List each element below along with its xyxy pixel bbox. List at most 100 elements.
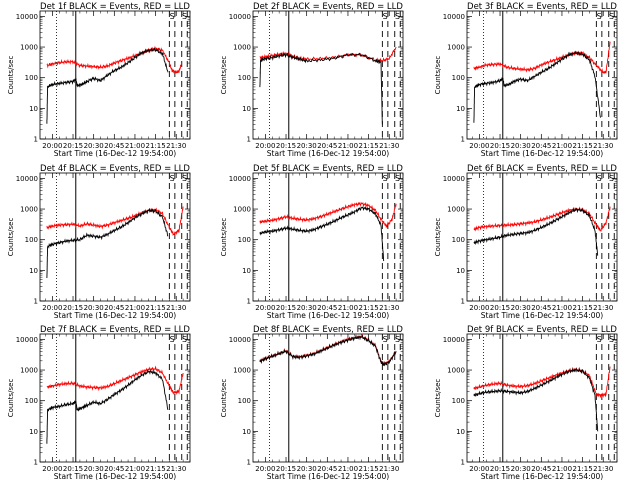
lld-series-line [46,206,184,237]
x-tick-label: 20:15 [276,304,296,312]
y-tick-label: 1 [461,136,465,144]
x-tick-label: 21:00 [552,142,572,150]
y-tick-label: 1 [461,298,465,306]
y-axis-label: Counts/sec [220,56,228,95]
x-tick-label: 20:45 [317,142,337,150]
events-series-line [259,334,397,367]
x-tick-label: 21:30 [379,465,399,473]
x-tick-label: 21:00 [338,465,358,473]
plot-frame [39,333,191,463]
y-tick-label: 100 [238,74,251,82]
y-tick-label: 1000 [20,367,38,375]
plot-frame [252,172,404,302]
y-axis-label: Counts/sec [7,379,15,418]
y-tick-label: 10000 [16,336,38,344]
x-axis-label: Start Time (16-Dec-12 19:54:00) [54,472,176,480]
y-tick-label: 10000 [229,13,251,21]
x-tick-label: 20:30 [511,142,531,150]
lld-series-line [46,365,184,396]
plot-area [473,334,615,462]
x-tick-label: 20:30 [297,465,317,473]
x-tick-label: 20:00 [469,142,489,150]
y-tick-label: 1000 [233,206,251,214]
x-tick-label: 21:15 [146,465,166,473]
x-tick-label: 21:15 [573,142,593,150]
lld-series-line [259,334,397,366]
panel-title: Det 3f BLACK = Events, RED = LLD [467,2,617,12]
x-tick-label: 21:15 [573,465,593,473]
x-axis-label: Start Time (16-Dec-12 19:54:00) [267,149,389,158]
x-tick-label: 21:00 [552,304,572,312]
plot-area [473,173,615,301]
x-tick-label: 20:15 [63,304,83,312]
y-tick-label: 10000 [443,13,465,21]
y-axis-label: Counts/sec [220,218,228,257]
events-series-line [46,368,169,444]
y-tick-label: 100 [238,397,251,405]
x-tick-label: 21:15 [573,304,593,312]
plot-area [46,11,188,139]
y-tick-label: 100 [238,236,251,244]
end-marker-label: S [609,335,614,344]
y-tick-label: 100 [452,74,465,82]
end-marker-label: S [383,174,388,183]
end-marker-label: S [170,335,175,344]
y-tick-label: 10000 [229,175,251,183]
plot-area [259,11,401,139]
end-marker-label: S [395,335,400,344]
x-tick-label: 21:30 [166,465,186,473]
panel-title: Det 7f BLACK = Events, RED = LLD [40,325,190,335]
x-tick-label: 21:15 [359,142,379,150]
x-tick-label: 21:15 [146,142,166,150]
y-tick-label: 1 [247,459,251,467]
events-series-line [259,205,385,262]
y-tick-label: 10 [456,428,465,436]
events-series-line [259,52,383,125]
plot-frame [39,10,191,140]
lld-series-line [473,41,611,74]
end-marker-label: S [182,335,187,344]
panel-title: Det 4f BLACK = Events, RED = LLD [40,164,190,174]
plot-frame [466,172,618,302]
y-tick-label: 10 [456,105,465,113]
x-tick-label: 20:00 [42,142,62,150]
x-tick-label: 20:15 [63,465,83,473]
y-tick-label: 1 [247,298,251,306]
x-tick-label: 21:30 [379,142,399,150]
end-marker-label: S [395,174,400,183]
lld-series-line [473,206,611,232]
y-tick-label: 1000 [20,206,38,214]
y-tick-label: 10 [242,267,251,275]
panel-title: Det 9f BLACK = Events, RED = LLD [467,325,617,335]
y-tick-label: 100 [452,397,465,405]
x-tick-label: 20:30 [297,304,317,312]
x-tick-label: 20:15 [490,465,510,473]
detector-panel: Det 6f BLACK = Events, RED = LLD 1 10 100 10… [434,164,617,320]
x-tick-label: 20:45 [531,142,551,150]
x-axis-label: Start Time (16-Dec-12 19:54:00) [481,149,603,158]
x-tick-label: 20:30 [511,304,531,312]
plot-area [259,173,401,301]
x-tick-label: 20:45 [531,465,551,473]
detector-panel: Det 2f BLACK = Events, RED = LLD 1 10 100 10… [220,2,403,158]
x-tick-label: 20:45 [531,304,551,312]
end-marker-label: S [170,12,175,21]
x-tick-label: 20:00 [469,304,489,312]
detector-panel: Det 1f BLACK = Events, RED = LLD 1 10 100 10… [7,2,190,158]
y-tick-label: 10000 [443,336,465,344]
y-tick-label: 1000 [447,44,465,52]
y-tick-label: 100 [25,74,38,82]
x-tick-label: 20:15 [490,142,510,150]
end-marker-label: S [383,335,388,344]
x-tick-label: 21:00 [125,465,145,473]
y-tick-label: 100 [452,236,465,244]
end-marker-label: S [170,174,175,183]
end-marker-label: S [609,12,614,21]
x-tick-label: 20:30 [297,142,317,150]
x-axis-label: Start Time (16-Dec-12 19:54:00) [481,472,603,480]
detector-panel: Det 4f BLACK = Events, RED = LLD 1 10 100 10… [7,164,190,320]
y-tick-label: 1 [34,298,38,306]
y-tick-label: 1000 [447,367,465,375]
y-tick-label: 1 [461,459,465,467]
end-marker-label: S [383,12,388,21]
